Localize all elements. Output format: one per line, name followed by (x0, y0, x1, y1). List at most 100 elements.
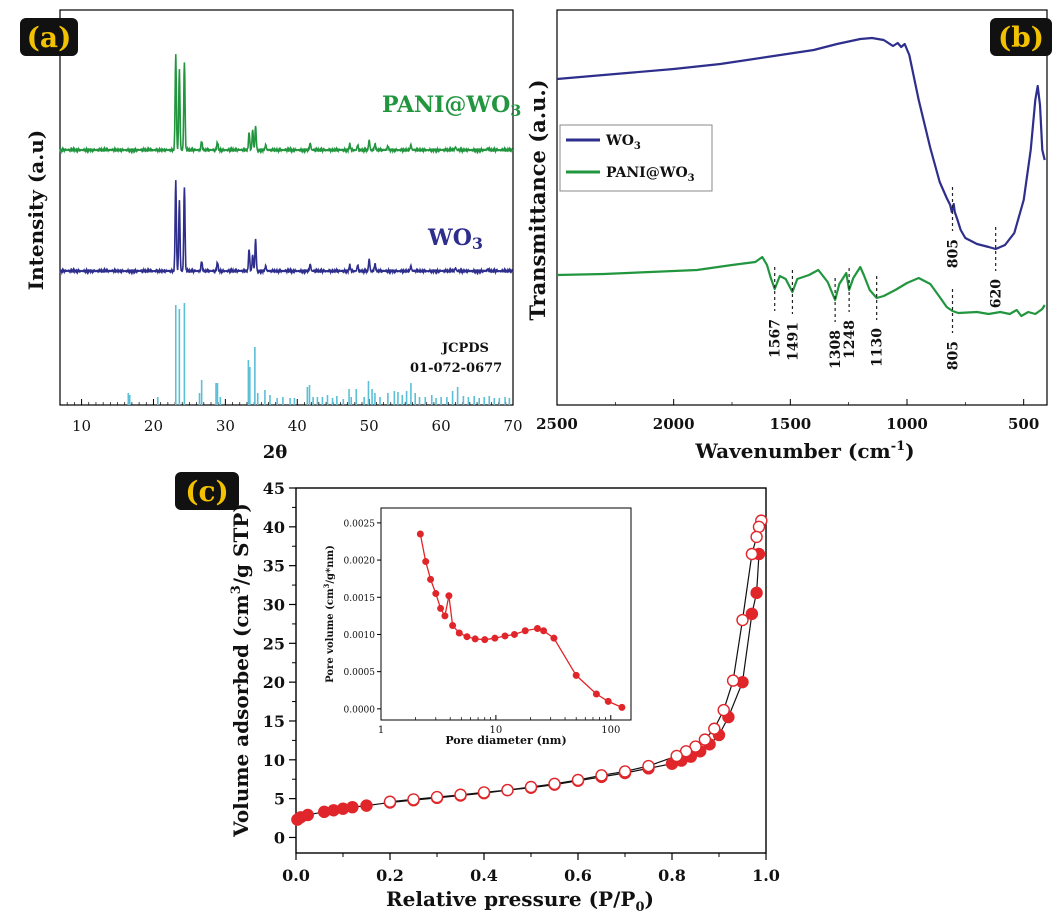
panel-c-x-tick-label: 0.0 (282, 866, 310, 885)
inset-y-tick-label: 0.0015 (344, 594, 376, 604)
inset-x-axis-label: Pore diameter (nm) (445, 734, 566, 747)
panel-b-annotation-label: 620 (989, 279, 1005, 308)
panel-a-label-bg (20, 18, 78, 56)
panel-c-label-text: (c) (185, 475, 229, 508)
inset-point (422, 558, 430, 566)
panel-a-frame (59, 9, 514, 406)
inset-point (455, 629, 463, 637)
panel-c-y-tick-label: 5 (274, 790, 285, 809)
panel-b-annotation-label: 1491 (785, 322, 801, 361)
inset-y-tick-label: 0.0000 (344, 705, 376, 715)
panel-a-reference-sticks (127, 303, 511, 405)
inset-point (449, 622, 457, 630)
panel-c-point-desorption (407, 793, 420, 806)
panel-b-annotation-label: 1130 (870, 328, 886, 367)
panel-c-x-tick-label: 0.2 (376, 866, 404, 885)
panel-a-x-tick-label: 50 (360, 417, 379, 435)
panel-c: 0.0 0.2 0.4 0.6 0.8 1.0 0 5 10 15 20 25 30 35 40 45 (c)… (175, 472, 780, 915)
panel-c-point-desorption (477, 786, 491, 799)
panel-b-annotation-label: 805 (946, 239, 962, 268)
panel-c-point-desorption (430, 790, 444, 804)
panel-c-point-desorption (548, 777, 561, 791)
inset-point (572, 671, 580, 679)
panel-b-line-pani-wo3 (556, 255, 1046, 318)
inset-y-tick-label: 0.0005 (344, 668, 376, 678)
panel-c-point-adsorption (360, 799, 373, 812)
panel-c-x-tick-label: 0.8 (658, 866, 686, 885)
panel-c-point-desorption (454, 788, 467, 801)
panel-c-y-axis-label: Volume adsorbed (cm3/g STP) (229, 503, 253, 838)
panel-b-legend-label-wo3: WO3 (605, 133, 641, 152)
panel-b-x-ticks: 2500 2000 1500 1000 500 (536, 399, 1039, 433)
panel-a-x-tick-label: 70 (503, 417, 522, 435)
panel-c-point-desorption (752, 520, 766, 534)
inset-point (471, 635, 479, 643)
panel-c-point-adsorption (745, 607, 759, 621)
panel-a-x-tick-label: 60 (432, 417, 451, 435)
panel-c-y-tick-label: 10 (263, 751, 285, 770)
inset-point (540, 627, 548, 635)
panel-b-annotation-label: 1248 (842, 320, 858, 359)
inset-y-tick-label: 0.0010 (344, 631, 376, 641)
panel-c-point-desorption (736, 613, 749, 627)
panel-c-point-adsorption (750, 586, 763, 600)
panel-a-series (59, 54, 514, 276)
panel-c-y-tick-label: 40 (263, 518, 285, 537)
inset-frame (380, 507, 632, 721)
inset-point (491, 634, 499, 642)
panel-b-x-tick-label: 500 (1008, 415, 1039, 433)
panel-a-label-text: (a) (27, 21, 72, 54)
panel-b-label-text: (b) (998, 21, 1044, 54)
panel-b-x-tick-label: 2500 (536, 415, 578, 433)
panel-c-point-desorption (726, 674, 740, 687)
panel-c-x-tick-label: 1.0 (752, 866, 780, 885)
panel-b-annotation-label: 805 (946, 341, 962, 370)
panel-b-line-wo3 (556, 36, 1046, 251)
panel-c-ticks: 0.0 0.2 0.4 0.6 0.8 1.0 0 5 10 15 20 25 30 35 40 45 (263, 479, 780, 885)
inset-point (416, 530, 424, 538)
inset-point (445, 592, 453, 600)
panel-b-label-bg (990, 18, 1052, 56)
panel-a-x-tick-label: 10 (72, 417, 91, 435)
panel-c-point-desorption (524, 780, 538, 794)
panel-a-x-tick-label: 30 (216, 417, 235, 435)
inset-ticks: 1 10 100 0.0000 0.0005 0.0010 0.0015 0.0020 0.00… (344, 519, 621, 736)
panel-c-y-tick-label: 15 (263, 712, 285, 731)
panel-c-point-adsorption (301, 808, 314, 822)
panel-b-annotation-label: 1567 (768, 319, 784, 358)
panel-c-point-desorption (642, 759, 655, 773)
panel-a-series-label-wo3: WO3 (427, 225, 483, 253)
panel-c-point-desorption (501, 783, 514, 797)
panel-c-x-tick-label: 0.6 (564, 866, 592, 885)
panel-b-x-tick-label: 1000 (886, 415, 928, 433)
inset-x-tick-label: 100 (601, 725, 620, 736)
panel-c-label-bg (175, 472, 239, 510)
panel-b-annotation-label: 1308 (828, 330, 844, 369)
panel-c-point-desorption (717, 703, 730, 717)
panel-b-x-tick-label: 1500 (769, 415, 811, 433)
panel-c-y-tick-label: 35 (263, 557, 285, 576)
panel-b-legend-box (559, 124, 713, 192)
panel-b-label: (b) (990, 18, 1052, 56)
panel-a-ref-name: JCPDS (441, 341, 489, 356)
panel-c-x-tick-label: 0.4 (470, 866, 498, 885)
inset-point (437, 604, 445, 612)
panel-c-point-desorption (571, 773, 585, 787)
panel-c-y-tick-label: 20 (263, 673, 285, 692)
panel-a-line-pani-wo3 (59, 54, 514, 155)
panel-a-label: (a) (20, 18, 78, 56)
panel-c-y-tick-label: 30 (263, 595, 285, 614)
panel-c-point-desorption (618, 765, 632, 778)
inset-point (441, 612, 449, 620)
inset-series (416, 530, 626, 711)
panel-a-x-tick-label: 20 (144, 417, 163, 435)
panel-c-point-desorption (708, 722, 721, 735)
inset-point (501, 632, 509, 640)
inset-point (463, 633, 471, 641)
panel-b-legend-label-pani: PANI@WO3 (606, 165, 695, 184)
inset-point (481, 636, 489, 644)
inset-y-tick-label: 0.0025 (344, 519, 376, 529)
